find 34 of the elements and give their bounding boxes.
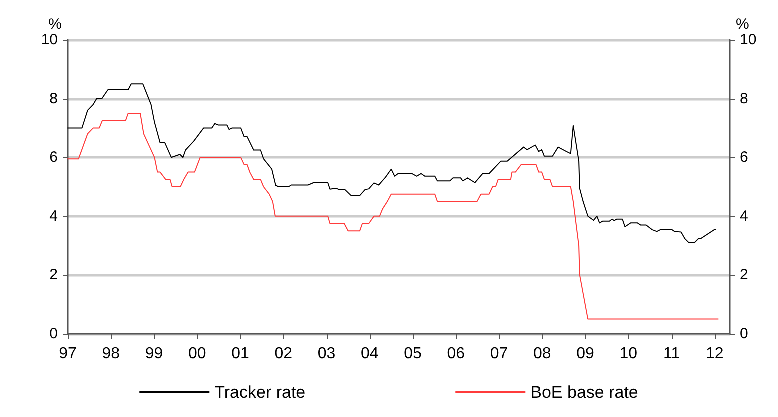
x-tick-label: 02 — [274, 346, 293, 362]
x-tick-label: 00 — [188, 346, 206, 362]
y2-tick-label: 6 — [740, 149, 748, 166]
y2-tick-label: 0 — [740, 326, 748, 342]
legend-label: BoE base rate — [530, 383, 638, 402]
x-tick-label: 10 — [620, 346, 638, 362]
y-tick-label: 2 — [50, 266, 58, 284]
x-tick-label: 97 — [59, 346, 77, 362]
x-tick-label: 06 — [447, 346, 466, 362]
y-tick-label: 4 — [50, 208, 58, 225]
line-series — [68, 84, 716, 244]
y2-tick-label: 2 — [740, 266, 748, 284]
legend-label: Tracker rate — [214, 383, 306, 402]
y2-tick-label: 4 — [740, 208, 748, 225]
y-tick-label: 8 — [50, 90, 58, 108]
y2-axis-title: % — [736, 16, 750, 33]
x-tick-label: 11 — [663, 346, 680, 362]
x-tick-label: 12 — [706, 346, 724, 362]
y-tick-label: 6 — [50, 149, 58, 166]
y-tick-label: 0 — [50, 326, 58, 342]
x-tick-label: 09 — [576, 346, 595, 362]
x-tick-label: 04 — [360, 346, 379, 362]
y2-tick-label: 8 — [740, 90, 748, 108]
x-tick-label: 05 — [404, 346, 422, 362]
y2-tick-label: 10 — [740, 32, 757, 48]
x-tick-label: 98 — [102, 346, 120, 362]
y-tick-label: 10 — [41, 32, 58, 48]
x-tick-label: 03 — [318, 346, 336, 362]
y-axis-title: % — [48, 16, 62, 33]
x-tick-label: 08 — [534, 346, 552, 362]
line-series — [68, 113, 719, 320]
x-tick-label: 99 — [145, 346, 164, 362]
x-tick-label: 07 — [490, 346, 508, 362]
x-tick-label: 01 — [232, 346, 250, 362]
